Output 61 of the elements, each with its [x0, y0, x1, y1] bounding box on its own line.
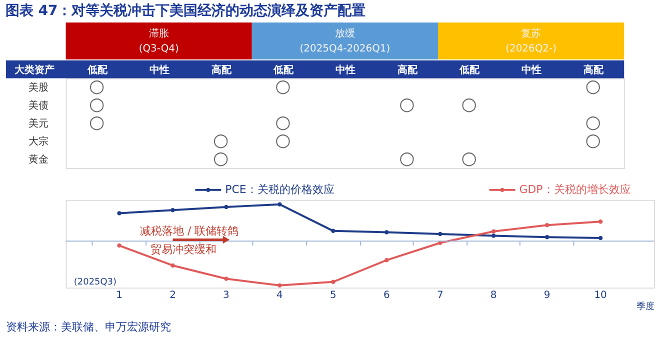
point	[224, 276, 228, 281]
text: 滞胀 (Q3-Q4)	[138, 27, 179, 54]
point	[544, 223, 550, 228]
text: 资料来源：美联储、申万宏源研究	[6, 320, 171, 334]
annotation: 贸易冲突缓和	[150, 242, 216, 256]
point	[544, 235, 550, 240]
x-tick-label: 中性	[149, 64, 170, 76]
point	[438, 232, 442, 236]
y-tick-label: 美股	[28, 82, 48, 94]
x-tick-label: 9	[544, 290, 550, 302]
x-tick-label: 高配	[211, 64, 232, 76]
point	[117, 243, 122, 248]
point	[384, 230, 389, 234]
x-tick-label: 中性	[522, 64, 542, 76]
y-tick-label: 美元	[28, 118, 48, 130]
text: ○	[275, 76, 291, 98]
x-tick-label: 2	[170, 290, 176, 302]
x-axis-title: 季度	[636, 301, 655, 312]
x-tick-label: 5	[330, 290, 336, 302]
point	[384, 258, 389, 262]
point	[598, 236, 603, 240]
text: ○	[399, 94, 415, 116]
annotation: 减税落地 / 联储转鸽	[140, 224, 239, 238]
point	[224, 204, 228, 210]
text: 放缓 (2025Q4-2026Q1)	[300, 27, 390, 54]
point	[170, 263, 175, 268]
y-tick-label: 黄金	[28, 154, 48, 166]
x-tick-label: 低配	[86, 64, 108, 76]
x-tick-label: 中性	[335, 64, 356, 76]
legend-label: GDP：关税的增长效应	[519, 182, 631, 196]
x-tick-label: 低配	[272, 64, 294, 76]
point	[491, 234, 496, 238]
text: ○	[399, 148, 415, 170]
point	[170, 208, 175, 212]
point	[598, 220, 603, 224]
x-tick-label: 3	[223, 290, 230, 302]
annotation: (2025Q3)	[74, 278, 117, 288]
y-tick-label: 美债	[28, 100, 48, 112]
x-tick-label: 4	[276, 290, 283, 302]
text: 复苏 (2026Q2-)	[506, 27, 557, 54]
text: ○	[461, 148, 477, 170]
point	[278, 283, 282, 288]
x-tick-label: 高配	[584, 64, 605, 76]
x-tick-label: 8	[490, 290, 497, 302]
y-tick-label: 大宗	[28, 136, 48, 148]
y-axis-title: 大类资产	[13, 64, 54, 76]
x-tick-label: 高配	[397, 64, 418, 76]
point	[278, 202, 282, 206]
x-tick-label: 1	[116, 290, 122, 302]
x-tick-label: 6	[383, 290, 390, 302]
point	[491, 229, 496, 234]
point	[331, 228, 336, 234]
legend-label: PCE：关税的价格效应	[225, 182, 334, 196]
text: ○	[585, 76, 601, 98]
x-tick-label: 7	[436, 290, 444, 302]
x-tick-label: 低配	[458, 64, 481, 76]
point	[331, 280, 336, 284]
x-tick-label: 10	[594, 290, 607, 302]
point	[117, 211, 122, 216]
text: ○	[461, 94, 477, 116]
chart-title: 图表 47：对等关税冲击下美国经济的动态演绎及资产配置	[5, 2, 366, 19]
